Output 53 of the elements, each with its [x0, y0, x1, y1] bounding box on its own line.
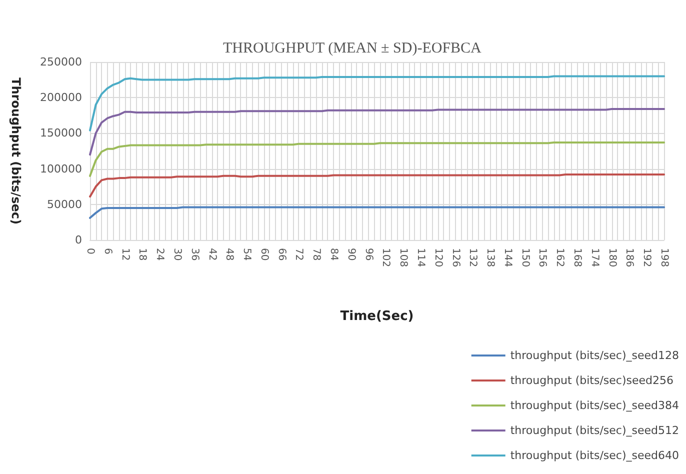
legend-label: throughput (bits/sec)_seed128: [510, 349, 680, 362]
x-tick-label: 186: [624, 248, 635, 268]
x-tick-label: 24: [154, 248, 166, 261]
x-tick-label: 102: [380, 248, 392, 268]
x-tick-label: 138: [484, 248, 496, 268]
x-tick-label: 126: [450, 248, 461, 268]
x-tick-label: 168: [572, 248, 583, 268]
x-tick-label: 108: [398, 248, 409, 268]
legend-label: throughput (bits/sec)_seed512: [510, 424, 680, 437]
x-tick-label: 12: [119, 248, 130, 261]
x-tick-label: 90: [345, 248, 356, 261]
y-tick-label: 150000: [40, 126, 82, 140]
x-axis-title: Time(Sec): [340, 309, 414, 324]
x-tick-label: 150: [519, 248, 530, 268]
y-tick-label: 100000: [40, 162, 82, 176]
y-tick-label: 50000: [47, 198, 82, 211]
x-tick-label: 54: [241, 248, 252, 261]
x-tick-label: 36: [188, 248, 200, 261]
x-tick-label: 0: [84, 248, 96, 254]
x-tick-label: 156: [536, 248, 548, 268]
line-series: [89, 206, 665, 219]
x-tick-label: 18: [136, 248, 148, 261]
x-tick-label: 72: [293, 248, 304, 261]
x-tick-label: 174: [588, 248, 600, 268]
line-series: [89, 141, 665, 177]
line-series: [89, 108, 665, 156]
legend-label: throughput (bits/sec)_seed384: [510, 399, 680, 412]
x-tick-label: 120: [432, 248, 444, 268]
x-tick-label: 6: [102, 248, 113, 254]
x-tick-label: 132: [467, 248, 478, 268]
x-tick-label: 48: [224, 248, 235, 261]
x-tick-label: 180: [606, 248, 618, 268]
x-tick-label: 30: [171, 248, 182, 261]
x-tick-label: 84: [328, 248, 340, 261]
legend-label: throughput (bits/sec)seed256: [510, 374, 674, 387]
x-tick-label: 66: [276, 248, 287, 261]
x-tick-label: 42: [206, 248, 218, 261]
x-tick-label: 78: [310, 248, 322, 261]
legend-label: throughput (bits/sec)_seed640: [510, 449, 680, 462]
x-tick-label: 114: [414, 248, 426, 268]
chart-title: THROUGHPUT (MEAN ± SD)-EOFBCA: [223, 40, 482, 56]
line-series: [89, 75, 665, 132]
y-axis-title: Throughput (bits/sec): [9, 78, 23, 224]
x-tick-label: 198: [658, 248, 670, 268]
y-tick-label: 0: [75, 234, 82, 246]
x-tick-label: 192: [641, 248, 652, 268]
y-tick-label: 200000: [40, 91, 82, 104]
y-tick-label: 250000: [40, 56, 82, 68]
x-tick-label: 96: [362, 248, 374, 261]
x-tick-label: 144: [502, 248, 513, 268]
x-tick-label: 60: [258, 248, 270, 261]
x-tick-label: 162: [554, 248, 566, 268]
line-series: [89, 173, 665, 198]
